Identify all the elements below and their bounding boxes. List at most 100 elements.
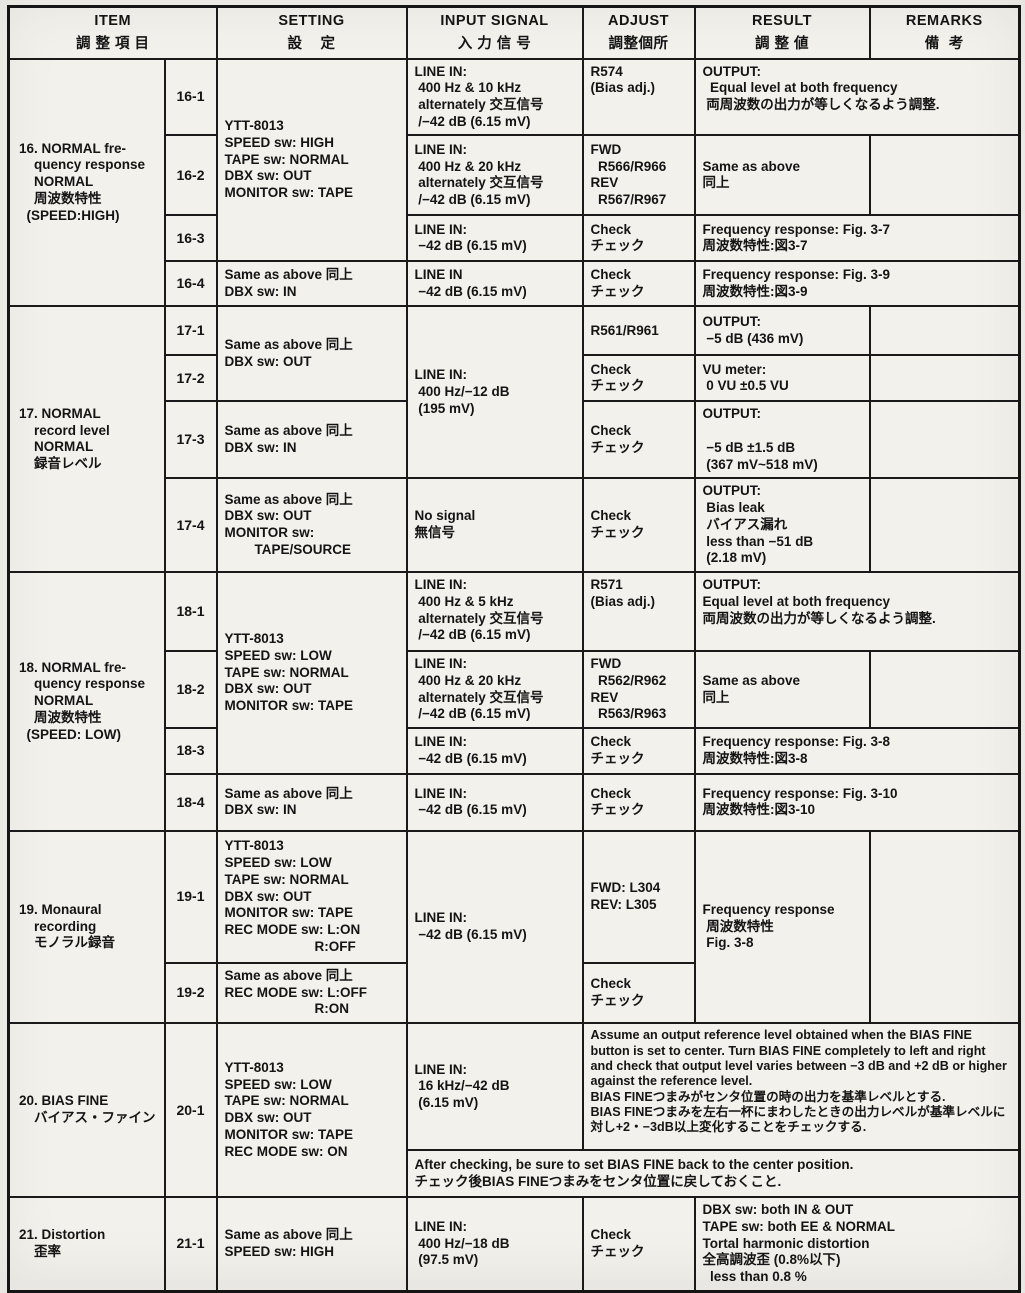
table-row: 16-2 LINE IN: 400 Hz & 20 kHz alternatel… (9, 134, 1021, 217)
row-19-2-number: 19-2 (163, 961, 218, 1025)
cell-17-3-remarks (868, 400, 1021, 480)
item-19-title: 19. Monaural recording モノラル録音 (7, 829, 166, 1025)
cell-20-1-procedure: Assume an output reference level obtaine… (581, 1022, 1021, 1152)
table-row: 20. BIAS FINE バイアス・ファイン 20-1 YTT-8013 SP… (7, 1022, 1021, 1199)
cell-17-4-result: OUTPUT: Bias leak バイアス漏れ less than −51 d… (693, 477, 871, 574)
cell-17-4-remarks (868, 477, 1021, 574)
cell-18-4-result: Frequency response: Fig. 3-10 周波数特性:図3-1… (693, 772, 1021, 832)
cell-17-3-setting: Same as above 同上 DBX sw: IN (215, 400, 408, 480)
cell-18-2-input-signal: LINE IN: 400 Hz & 20 kHz alternately 交互信… (405, 650, 584, 729)
cell-18-4-input-signal: LINE IN: −42 dB (6.15 mV) (405, 772, 584, 832)
row-18-3-number: 18-3 (163, 726, 218, 775)
table-row: 17-4 Same as above 同上 DBX sw: OUT MONITO… (9, 477, 1021, 574)
cell-16-1-input-signal: LINE IN: 400 Hz & 10 kHz alternately 交互信… (405, 57, 584, 137)
column-header-adjust: ADJUST 調整個所 (581, 5, 696, 60)
cell-16-3-result: Frequency response: Fig. 3-7 周波数特性:図3-7 (693, 214, 1021, 263)
table-row: After checking, be sure to set BIAS FINE… (9, 1149, 1021, 1199)
cell-17-2-adjust: Check チェック (581, 354, 696, 403)
cell-16-4-input-signal: LINE IN −42 dB (6.15 mV) (405, 260, 584, 308)
cell-16-2-adjust: FWD R566/R966 REV R567/R967 (581, 134, 696, 217)
row-17-4-number: 17-4 (163, 477, 218, 574)
table-row: 19-2 Same as above 同上 REC MODE sw: L:OFF… (9, 961, 1020, 1025)
cell-16-2-remarks (868, 134, 1021, 217)
cell-17-1-adjust: R561/R961 (581, 305, 696, 357)
cell-16-3-adjust: Check チェック (581, 214, 696, 263)
cell-19-1-adjust: FWD: L304 REV: L305 (581, 829, 696, 964)
column-header-result: RESULT 調 整 値 (693, 5, 871, 60)
cell-16-4-adjust: Check チェック (581, 260, 696, 308)
column-header-setting: SETTING 設 定 (215, 5, 408, 60)
table-row: 16-3 LINE IN: −42 dB (6.15 mV) Check チェッ… (9, 214, 1021, 263)
row-18-2-number: 18-2 (163, 650, 218, 729)
item-17-title: 17. NORMAL record level NORMAL 録音レベル (7, 305, 166, 574)
cell-16-1-result: OUTPUT: Equal level at both frequency 両周… (693, 57, 1021, 137)
cell-20-1-note: After checking, be sure to set BIAS FINE… (405, 1149, 1021, 1199)
cell-18-3-result: Frequency response: Fig. 3-8 周波数特性:図3-8 (693, 726, 1021, 775)
cell-19-2-adjust: Check チェック (581, 961, 696, 1025)
table-header-row: ITEM 調 整 項 目 SETTING 設 定 INPUT SIGNAL 入 … (7, 5, 1021, 60)
cell-19-2-setting: Same as above 同上 REC MODE sw: L:OFF R:ON (215, 961, 408, 1025)
cell-16-1-adjust: R574 (Bias adj.) (581, 57, 696, 137)
cell-17-4-input-signal: No signal 無信号 (405, 477, 584, 574)
row-17-3-number: 17-3 (163, 400, 218, 480)
column-header-remarks: REMARKS 備 考 (868, 5, 1021, 60)
cell-16-4-result: Frequency response: Fig. 3-9 周波数特性:図3-9 (693, 260, 1021, 308)
row-16-4-number: 16-4 (163, 260, 218, 308)
cell-18-2-remarks (868, 650, 1021, 729)
row-17-2-number: 17-2 (163, 354, 218, 403)
cell-20-1-setting: YTT-8013 SPEED sw: LOW TAPE sw: NORMAL D… (215, 1022, 408, 1199)
item-20-title: 20. BIAS FINE バイアス・ファイン (7, 1022, 166, 1199)
cell-17-4-setting: Same as above 同上 DBX sw: OUT MONITOR sw:… (215, 477, 408, 574)
table-row: 16-4 Same as above 同上 DBX sw: IN LINE IN… (9, 260, 1021, 308)
item-21-title: 21. Distortion 歪率 (7, 1196, 166, 1293)
cell-17-setting-a: Same as above 同上 DBX sw: OUT (215, 305, 408, 403)
cell-17-input-signal: LINE IN: 400 Hz/−12 dB (195 mV) (405, 305, 584, 480)
cell-19-input-signal: LINE IN: −42 dB (6.15 mV) (405, 829, 584, 1025)
item-16-title: 16. NORMAL fre- quency response NORMAL 周… (7, 57, 166, 308)
table-row: 18. NORMAL fre- quency response NORMAL 周… (7, 571, 1021, 832)
table-row: 16. NORMAL fre- quency response NORMAL 周… (7, 57, 1021, 308)
cell-20-1-input-signal: LINE IN: 16 kHz/−42 dB (6.15 mV) (405, 1022, 584, 1152)
cell-17-3-adjust: Check チェック (581, 400, 696, 480)
cell-17-4-adjust: Check チェック (581, 477, 696, 574)
column-header-input-signal: INPUT SIGNAL 入 力 信 号 (405, 5, 584, 60)
cell-17-1-remarks (868, 305, 1021, 357)
row-18-4-number: 18-4 (163, 772, 218, 832)
cell-16-2-input-signal: LINE IN: 400 Hz & 20 kHz alternately 交互信… (405, 134, 584, 217)
cell-18-1-adjust: R571 (Bias adj.) (581, 571, 696, 653)
cell-17-3-result: OUTPUT: −5 dB ±1.5 dB (367 mV~518 mV) (693, 400, 871, 480)
cell-17-2-remarks (868, 354, 1021, 403)
row-16-3-number: 16-3 (163, 214, 218, 263)
row-16-2-number: 16-2 (163, 134, 218, 217)
cell-19-result: Frequency response 周波数特性 Fig. 3-8 (693, 829, 871, 1025)
item-18-title: 18. NORMAL fre- quency response NORMAL 周… (7, 571, 166, 832)
row-18-1-number: 18-1 (163, 571, 218, 653)
cell-17-1-result: OUTPUT: −5 dB (436 mV) (693, 305, 871, 357)
cell-19-1-setting: YTT-8013 SPEED sw: LOW TAPE sw: NORMAL D… (215, 829, 408, 964)
cell-18-2-result: Same as above 同上 (693, 650, 871, 729)
cell-19-remarks (868, 829, 1021, 1025)
cell-18-setting: YTT-8013 SPEED sw: LOW TAPE sw: NORMAL D… (215, 571, 408, 775)
cell-18-3-adjust: Check チェック (581, 726, 696, 775)
cell-21-1-setting: Same as above 同上 SPEED sw: HIGH (215, 1196, 408, 1293)
table-row: 17. NORMAL record level NORMAL 録音レベル 17-… (7, 305, 1021, 574)
table-row: 18-3 LINE IN: −42 dB (6.15 mV) Check チェッ… (9, 726, 1021, 775)
row-16-1-number: 16-1 (163, 57, 218, 137)
cell-16-3-input-signal: LINE IN: −42 dB (6.15 mV) (405, 214, 584, 263)
table-row: 17-3 Same as above 同上 DBX sw: IN Check チ… (9, 400, 1021, 480)
cell-18-1-result: OUTPUT: Equal level at both frequency 両周… (693, 571, 1021, 653)
cell-17-2-result: VU meter: 0 VU ±0.5 VU (693, 354, 871, 403)
cell-18-4-setting: Same as above 同上 DBX sw: IN (215, 772, 408, 832)
cell-16-4-setting: Same as above 同上 DBX sw: IN (215, 260, 408, 308)
cell-18-3-input-signal: LINE IN: −42 dB (6.15 mV) (405, 726, 584, 775)
cell-16-2-result: Same as above 同上 (693, 134, 871, 217)
table-row: 18-2 LINE IN: 400 Hz & 20 kHz alternatel… (9, 650, 1021, 729)
table-row: 21. Distortion 歪率 21-1 Same as above 同上 … (7, 1196, 1021, 1293)
row-19-1-number: 19-1 (163, 829, 218, 964)
table-row: 17-2 Check チェック VU meter: 0 VU ±0.5 VU (9, 354, 1021, 403)
cell-16-setting: YTT-8013 SPEED sw: HIGH TAPE sw: NORMAL … (215, 57, 408, 263)
row-20-1-number: 20-1 (163, 1022, 218, 1199)
column-header-item: ITEM 調 整 項 目 (7, 5, 218, 60)
row-17-1-number: 17-1 (163, 305, 218, 357)
cell-21-1-adjust: Check チェック (581, 1196, 696, 1293)
